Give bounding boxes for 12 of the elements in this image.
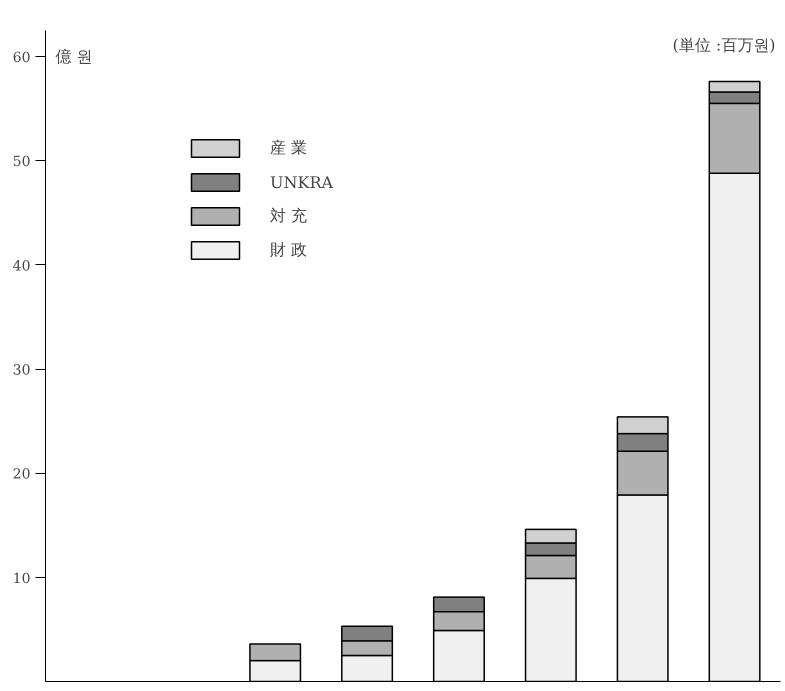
annotation: (単位 :百万원)	[672, 36, 776, 54]
legend-label: 産 業	[270, 138, 308, 158]
legend-label: UNKRA	[270, 172, 334, 192]
y-tick-label: 30	[12, 362, 31, 379]
y-tick-label: 10	[12, 570, 31, 587]
y-tick-label: 50	[12, 154, 31, 170]
y-tick-label: 20	[12, 466, 31, 483]
legend-label: 財 政	[270, 240, 308, 260]
y-tick-label: 60	[12, 50, 31, 66]
y-axis-title: 億 원	[56, 47, 93, 66]
legend-label: 対 充	[270, 206, 308, 226]
y-tick-label: 40	[12, 258, 31, 274]
